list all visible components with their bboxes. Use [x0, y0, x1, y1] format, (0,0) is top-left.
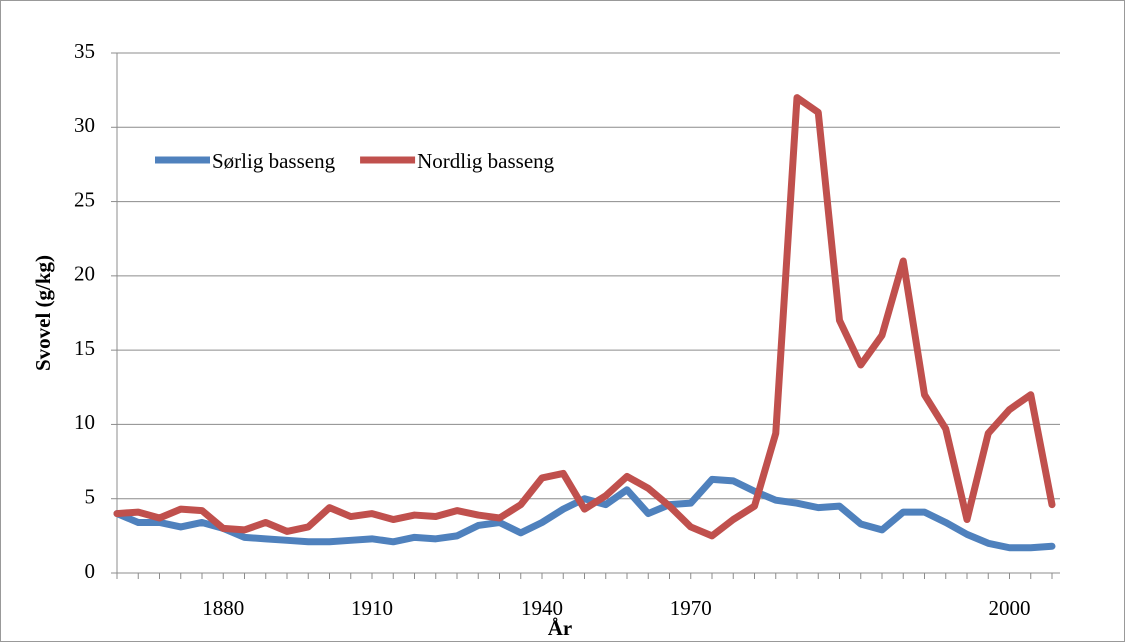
y-tick-label: 20: [74, 262, 95, 286]
x-tick-label: 1910: [351, 596, 393, 620]
x-tick-label: 2000: [989, 596, 1031, 620]
y-tick-label: 30: [74, 113, 95, 137]
series-line: [113, 475, 1056, 552]
x-tick-label: 1880: [202, 596, 244, 620]
x-axis-title: År: [548, 616, 573, 640]
legend-label: Sørlig basseng: [212, 149, 336, 173]
y-tick-label: 5: [85, 485, 96, 509]
y-axis-title: Svovel (g/kg): [31, 255, 55, 371]
series-line: [113, 94, 1056, 540]
x-tick-label: 1970: [670, 596, 712, 620]
y-tick-label: 0: [85, 559, 96, 583]
legend-label: Nordlig basseng: [417, 149, 555, 173]
y-tick-label: 15: [74, 336, 95, 360]
y-tick-label: 25: [74, 187, 95, 211]
x-tick-label: 1940: [521, 596, 563, 620]
y-tick-label: 10: [74, 410, 95, 434]
y-tick-label: 35: [74, 39, 95, 63]
